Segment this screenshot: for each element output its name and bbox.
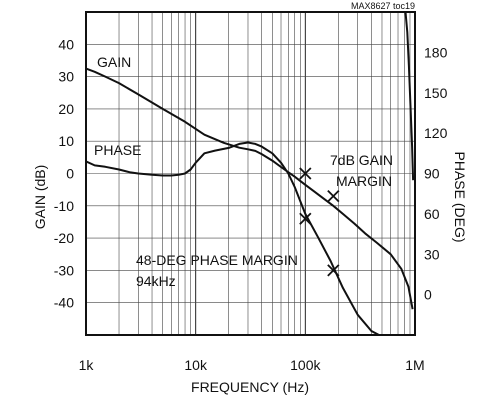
cross-marker-stroke <box>327 189 340 203</box>
x-tick-labels: 1k 10k 100k 1M <box>79 357 425 373</box>
annotation-gain-margin-line1: 7dB GAIN <box>330 152 393 168</box>
y2-tick-label: 120 <box>424 125 448 141</box>
series-line-phase <box>86 141 380 335</box>
annotation-phase-margin-line1: 48-DEG PHASE MARGIN <box>136 252 298 268</box>
y2-tick-label: 60 <box>424 206 440 222</box>
y-tick-label: 40 <box>58 36 74 52</box>
series-group <box>86 12 415 335</box>
y2-tick-labels: 180 150 120 90 60 30 0 <box>424 44 448 302</box>
chart-credit: MAX8627 toc19 <box>351 1 415 11</box>
y2-tick-label: 150 <box>424 85 448 101</box>
cross-marker <box>327 264 340 277</box>
y-tick-label: -10 <box>54 198 74 214</box>
y-tick-label: -30 <box>54 262 74 278</box>
y2-tick-label: 180 <box>424 44 448 60</box>
series-line-gain <box>86 67 414 310</box>
annotation-phase-margin-line2: 94kHz <box>136 273 176 289</box>
annotation-gain-margin-line2: MARGIN <box>336 173 392 189</box>
y-tick-labels: 40 30 20 10 0 -10 -20 -30 -40 <box>54 36 74 310</box>
x-tick-label: 100k <box>290 357 321 373</box>
cross-marker <box>327 189 340 203</box>
x-tick-label: 1k <box>79 357 95 373</box>
cross-marker <box>299 167 312 180</box>
x-axis-label: FREQUENCY (Hz) <box>191 379 309 395</box>
series-line-3 <box>404 12 415 181</box>
y-tick-label: 30 <box>58 69 74 85</box>
cross-marker <box>299 212 312 225</box>
cross-marker-stroke <box>327 264 340 277</box>
plot-frame <box>85 11 416 336</box>
annotation-gain: GAIN <box>97 54 131 70</box>
y-tick-label: -20 <box>54 230 74 246</box>
y-tick-label: -40 <box>54 295 74 311</box>
cross-marker-stroke <box>299 167 312 180</box>
y2-tick-label: 30 <box>424 246 440 262</box>
cross-marker-stroke <box>299 212 312 225</box>
y2-tick-label: 0 <box>424 287 432 303</box>
x-tick-label: 1M <box>405 357 424 373</box>
x-tick-label: 10k <box>184 357 208 373</box>
y-axis-label: GAIN (dB) <box>32 165 48 230</box>
markers <box>299 167 340 277</box>
y-tick-label: 20 <box>58 101 74 117</box>
y2-tick-label: 90 <box>424 166 440 182</box>
annotation-phase: PHASE <box>94 142 141 158</box>
y-tick-label: 10 <box>58 133 74 149</box>
y-tick-label: 0 <box>66 166 74 182</box>
series-layer <box>86 12 415 335</box>
y2-axis-label: PHASE (DEG) <box>452 151 468 242</box>
